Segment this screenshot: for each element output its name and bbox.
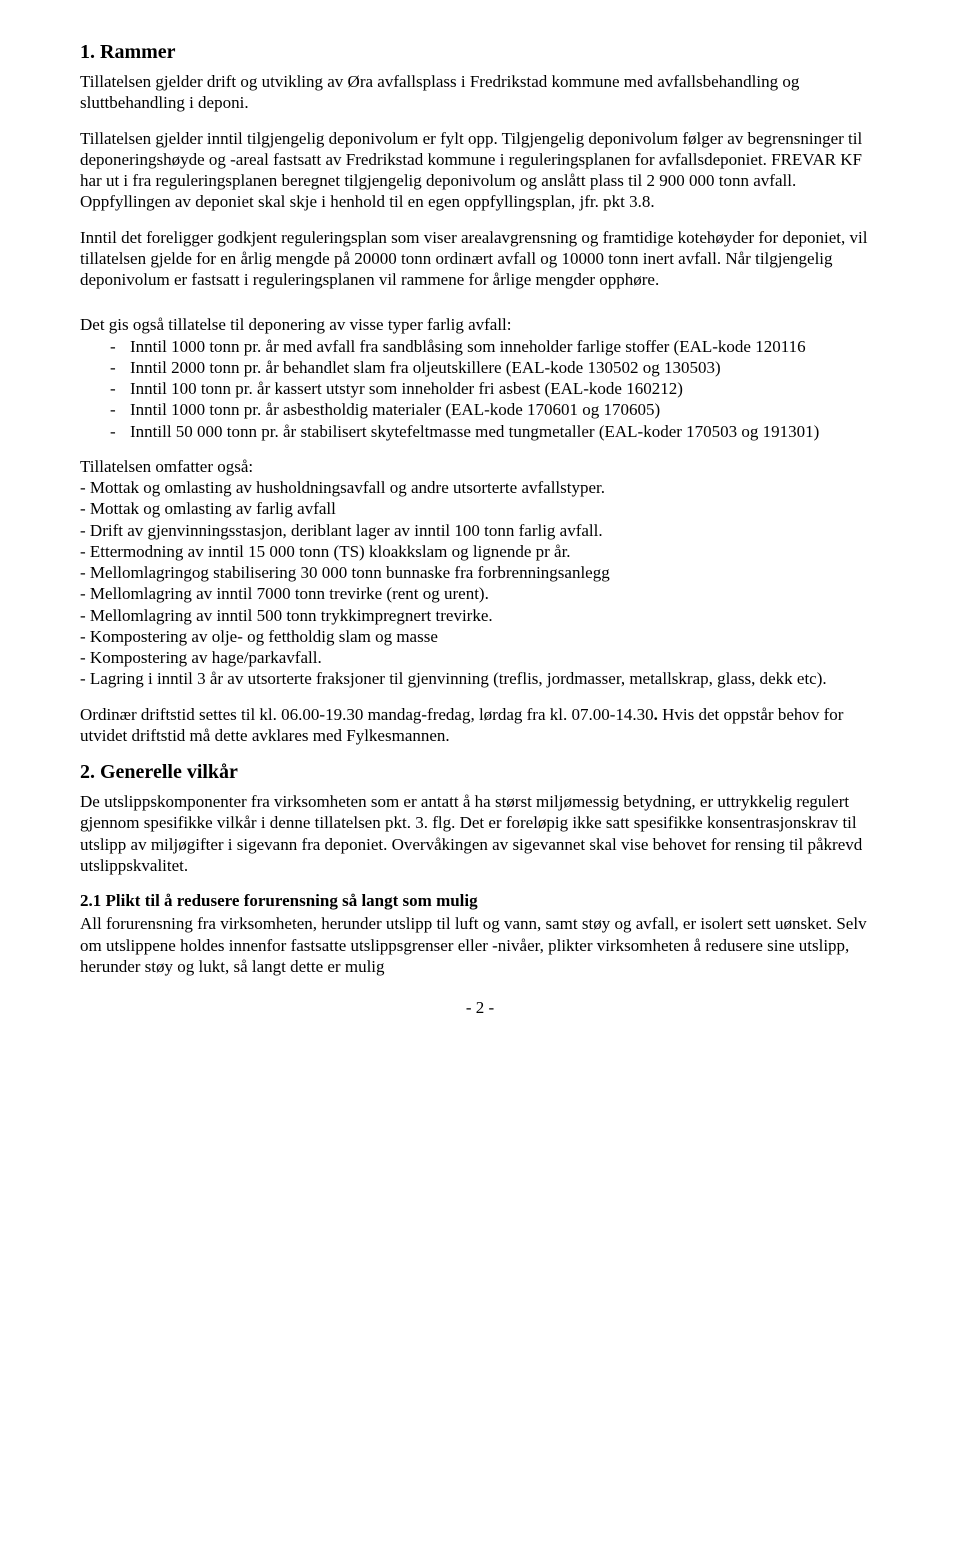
list-item: Inntil 1000 tonn pr. år med avfall fra s… (80, 336, 880, 357)
list-item: - Lagring i inntil 3 år av utsorterte fr… (80, 668, 880, 689)
bold-span: . (654, 705, 663, 724)
paragraph: De utslippskomponenter fra virksomheten … (80, 791, 880, 876)
text-span: Ordinær driftstid settes til kl. 06.00-1… (80, 705, 654, 724)
list-item: - Mellomlagringog stabilisering 30 000 t… (80, 562, 880, 583)
section-1-title: 1. Rammer (80, 40, 880, 65)
document-page: 1. Rammer Tillatelsen gjelder drift og u… (0, 0, 960, 1058)
list-intro: Det gis også tillatelse til deponering a… (80, 314, 880, 335)
list-intro: Tillatelsen omfatter også: (80, 456, 880, 477)
page-number: - 2 - (80, 997, 880, 1018)
list-item: - Mellomlagring av inntil 500 tonn trykk… (80, 605, 880, 626)
paragraph: All forurensning fra virksomheten, herun… (80, 913, 880, 977)
list-item: Inntil 1000 tonn pr. år asbestholdig mat… (80, 399, 880, 420)
list-item: - Kompostering av olje- og fettholdig sl… (80, 626, 880, 647)
subsection-2-1-title: 2.1 Plikt til å redusere forurensning så… (80, 890, 880, 911)
paragraph: Tillatelsen gjelder drift og utvikling a… (80, 71, 880, 114)
paragraph-operating-hours: Ordinær driftstid settes til kl. 06.00-1… (80, 704, 880, 747)
list-item: - Mottak og omlasting av husholdningsavf… (80, 477, 880, 498)
list-item: Inntil 2000 tonn pr. år behandlet slam f… (80, 357, 880, 378)
list-item: - Ettermodning av inntil 15 000 tonn (TS… (80, 541, 880, 562)
section-2-title: 2. Generelle vilkår (80, 760, 880, 785)
paragraph: Tillatelsen gjelder inntil tilgjengelig … (80, 128, 880, 213)
list-item: Inntill 50 000 tonn pr. år stabilisert s… (80, 421, 880, 442)
list-item: - Mottak og omlasting av farlig avfall (80, 498, 880, 519)
list-item: Inntil 100 tonn pr. år kassert utstyr so… (80, 378, 880, 399)
list-item: - Mellomlagring av inntil 7000 tonn trev… (80, 583, 880, 604)
list-item: - Drift av gjenvinningsstasjon, deriblan… (80, 520, 880, 541)
list-item: - Kompostering av hage/parkavfall. (80, 647, 880, 668)
paragraph: Inntil det foreligger godkjent regulerin… (80, 227, 880, 291)
permit-scope-list: - Mottak og omlasting av husholdningsavf… (80, 477, 880, 690)
hazardous-waste-list: Inntil 1000 tonn pr. år med avfall fra s… (80, 336, 880, 442)
